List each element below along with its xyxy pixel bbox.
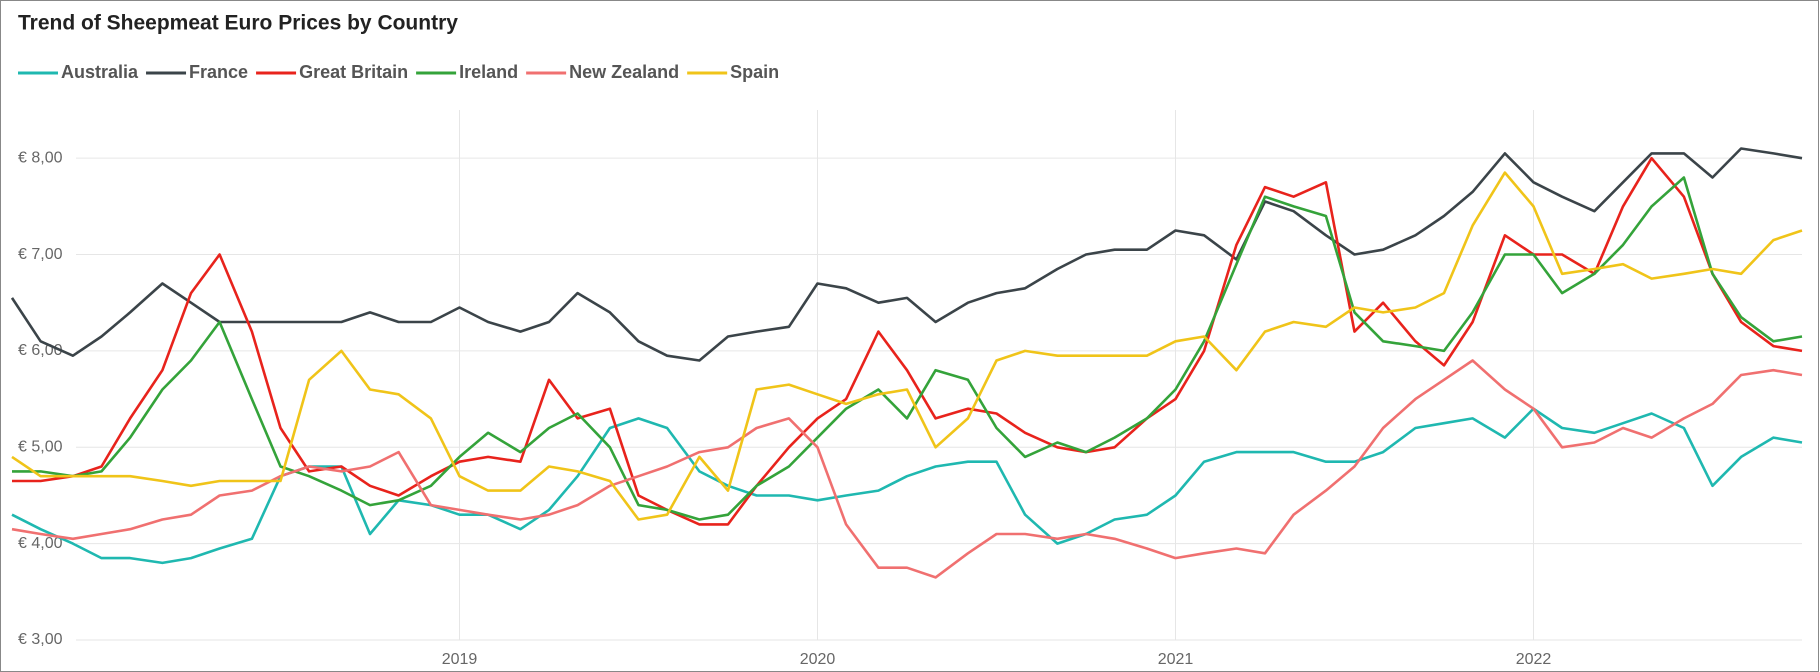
y-tick-label: € 7,00 [18, 246, 63, 263]
legend-label: France [189, 62, 248, 82]
series-line [10, 147, 1803, 362]
series-line [12, 156, 1803, 526]
x-tick-label: 2022 [1516, 651, 1552, 668]
x-tick-label: 2020 [800, 651, 836, 668]
legend-label: New Zealand [569, 62, 679, 82]
y-tick-label: € 3,00 [18, 631, 63, 648]
x-tick-label: 2019 [442, 651, 478, 668]
y-tick-label: € 4,00 [18, 535, 63, 552]
legend-label: Ireland [459, 62, 518, 82]
series-line [12, 176, 1803, 521]
y-tick-label: € 8,00 [18, 149, 63, 166]
legend-label: Australia [61, 62, 139, 82]
chart-title: Trend of Sheepmeat Euro Prices by Countr… [18, 12, 458, 35]
y-tick-label: € 6,00 [18, 342, 63, 359]
legend-label: Spain [730, 62, 779, 82]
legend-label: Great Britain [299, 62, 408, 82]
y-tick-label: € 5,00 [18, 438, 63, 455]
x-tick-label: 2021 [1158, 651, 1194, 668]
series-line [11, 359, 1803, 579]
series-line [11, 171, 1803, 521]
